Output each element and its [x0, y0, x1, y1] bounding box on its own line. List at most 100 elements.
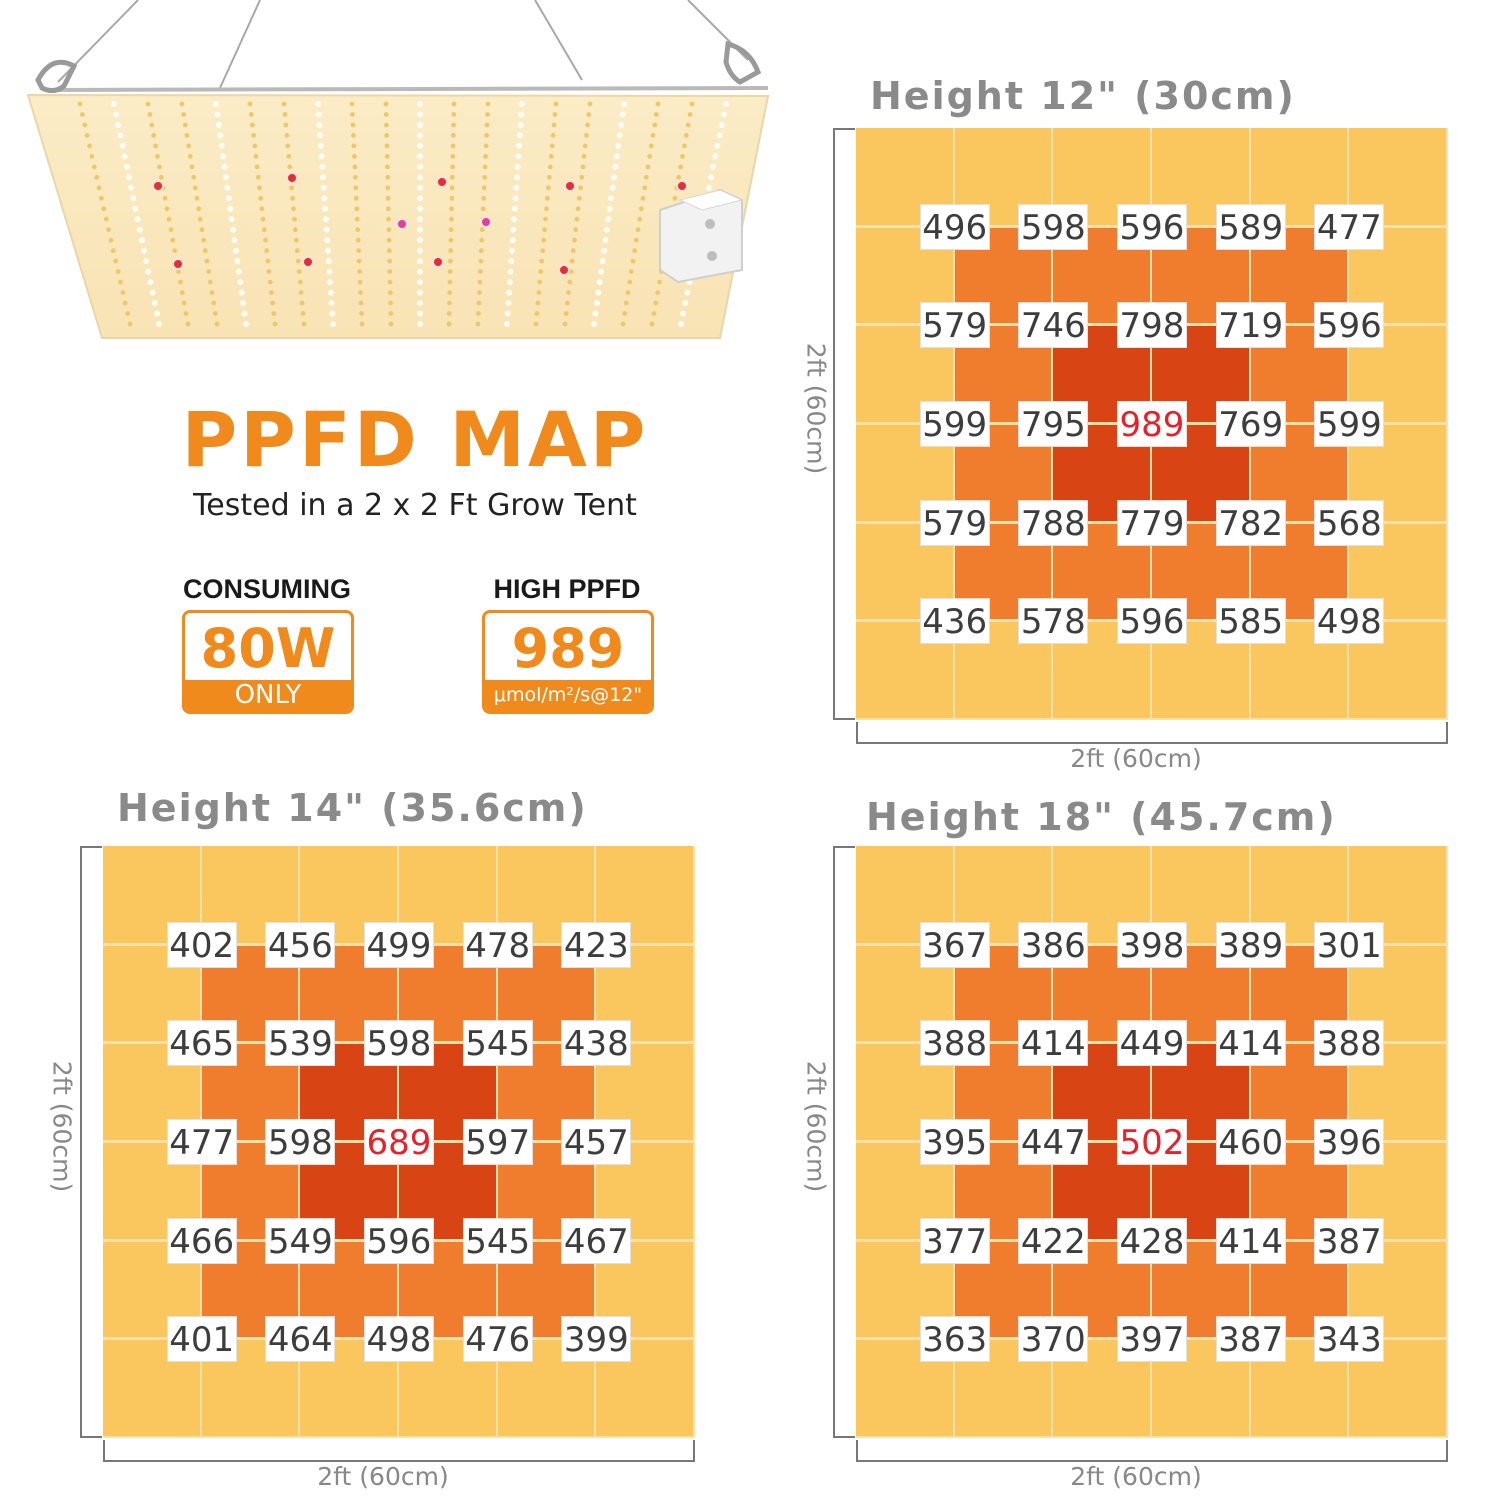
heatmap-value: 599 — [919, 401, 990, 447]
led-dot — [628, 269, 634, 274]
led-dot — [449, 216, 454, 222]
led-dot — [483, 154, 488, 159]
heatmap-value: 596 — [1117, 203, 1187, 250]
led-dot — [234, 258, 241, 265]
heatmap-value: 477 — [1314, 203, 1385, 250]
led-dot — [350, 122, 356, 128]
led-dot — [258, 195, 264, 201]
led-dot — [613, 153, 620, 160]
red-led-dot — [396, 218, 408, 230]
led-dot — [417, 142, 423, 149]
led-dot — [172, 248, 178, 254]
heatmap-value: 438 — [561, 1020, 632, 1067]
led-dot — [320, 174, 326, 181]
heatmap-value: 367 — [919, 921, 990, 968]
heatmap-value: 596 — [364, 1217, 434, 1264]
led-dot — [315, 101, 321, 107]
led-dot — [484, 133, 489, 138]
led-dot — [672, 195, 678, 201]
heatmap-value: 414 — [1018, 1020, 1089, 1067]
led-dot — [682, 143, 687, 149]
heatmap-value: 549 — [265, 1217, 336, 1264]
led-dot — [476, 300, 482, 306]
led-dot — [168, 227, 174, 233]
led-dot — [652, 122, 658, 128]
led-dot — [449, 185, 455, 191]
led-dot — [351, 133, 356, 138]
led-dot — [235, 268, 242, 275]
heatmap-value: 363 — [919, 1316, 990, 1363]
heatmap-value: 414 — [1215, 1020, 1286, 1067]
led-dot — [417, 205, 423, 212]
led-dot — [182, 122, 188, 128]
red-led-dot — [172, 258, 184, 270]
led-dot — [297, 279, 303, 285]
led-dot — [87, 143, 92, 149]
led-dot — [123, 163, 130, 170]
heatmap-value: 579 — [919, 499, 990, 546]
led-dot — [587, 101, 593, 107]
heatmap-value: 589 — [1215, 203, 1286, 250]
led-dot — [214, 321, 220, 327]
led-dot — [209, 290, 215, 295]
led-dot — [514, 163, 521, 170]
led-dot — [206, 269, 212, 274]
led-dot — [354, 216, 360, 222]
led-dot — [170, 237, 176, 243]
led-dot — [357, 269, 362, 274]
heatmap-value: 402 — [166, 921, 237, 968]
led-dot — [714, 142, 721, 149]
heatmap-value: 769 — [1215, 401, 1286, 447]
led-dot — [448, 248, 454, 254]
led-dot — [265, 258, 271, 264]
heatmap-value: 498 — [1314, 598, 1385, 645]
led-dot — [386, 216, 391, 222]
led-dot — [388, 311, 394, 316]
heatmap-value: 386 — [1018, 921, 1089, 968]
led-dot — [581, 154, 587, 159]
heatmap-value: 387 — [1215, 1316, 1286, 1363]
led-dot — [384, 133, 390, 138]
led-dot — [155, 154, 160, 159]
led-dot — [106, 227, 111, 233]
heatmap-18in-title: Height 18" (45.7cm) — [866, 795, 1337, 839]
led-dot — [166, 216, 172, 222]
led-dot — [563, 311, 569, 316]
led-dot — [240, 300, 247, 306]
led-dot — [417, 237, 423, 244]
led-dot — [477, 290, 482, 295]
led-dot — [481, 185, 487, 191]
led-dot — [417, 289, 423, 296]
led-dot — [511, 205, 518, 212]
heatmap-value: 779 — [1117, 499, 1187, 546]
led-dot — [601, 247, 607, 254]
led-dot — [350, 112, 355, 117]
led-dot — [383, 112, 389, 117]
heatmap-value: 401 — [166, 1316, 237, 1363]
led-dot — [547, 164, 553, 170]
led-dot — [269, 290, 274, 295]
led-dot — [260, 216, 266, 222]
led-dot — [417, 247, 423, 254]
led-dot — [253, 154, 259, 159]
heatmap-value: 414 — [1215, 1217, 1286, 1264]
led-dot — [385, 195, 391, 201]
led-dot — [158, 174, 164, 180]
led-dot — [640, 195, 646, 201]
high-ppfd-footer: μmol/m²/s@12" — [485, 680, 651, 711]
led-dot — [417, 122, 423, 128]
heatmap-value: 449 — [1117, 1020, 1187, 1067]
led-dot — [315, 111, 322, 118]
led-dot — [138, 237, 145, 244]
led-dot — [330, 321, 336, 327]
led-dot — [201, 237, 207, 243]
led-dot — [543, 216, 548, 222]
led-dot — [355, 237, 361, 243]
led-dot — [359, 311, 364, 316]
led-dot — [358, 300, 364, 306]
led-dot — [325, 247, 331, 254]
led-dot — [579, 174, 585, 180]
led-dot — [192, 185, 198, 191]
led-dot — [294, 248, 300, 254]
led-dot — [358, 290, 363, 295]
